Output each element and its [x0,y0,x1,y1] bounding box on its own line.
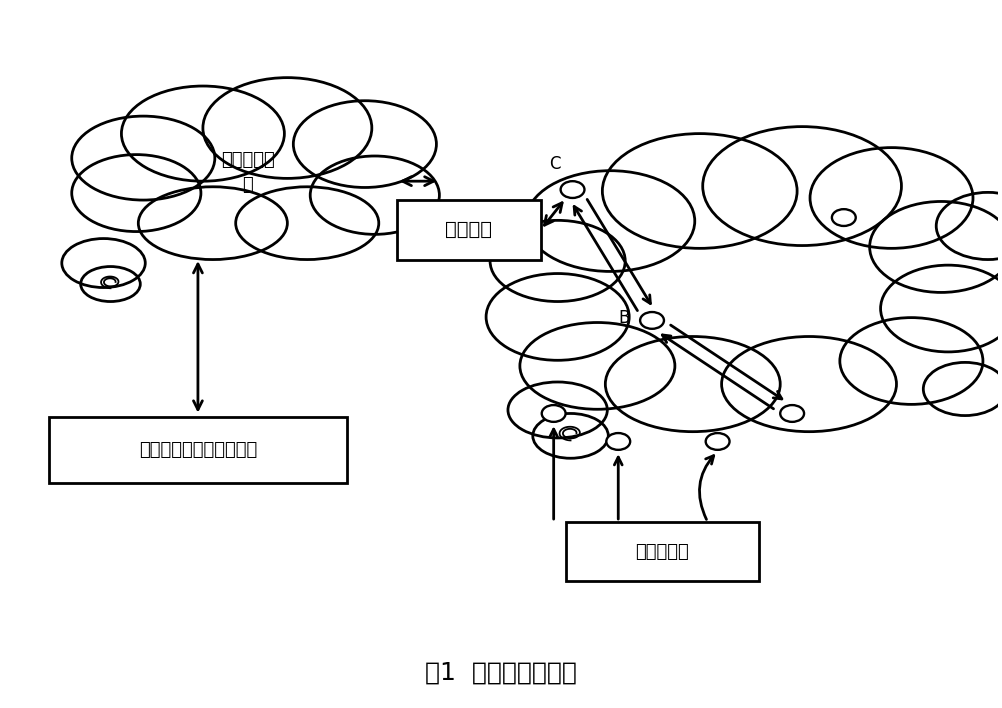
Ellipse shape [923,362,1002,416]
Ellipse shape [840,318,983,404]
Text: 互联网和卫
星: 互联网和卫 星 [220,151,275,193]
Ellipse shape [702,127,902,246]
Ellipse shape [605,336,781,432]
Ellipse shape [508,382,607,438]
Ellipse shape [721,336,897,432]
Ellipse shape [81,266,140,302]
Circle shape [606,433,630,450]
Circle shape [561,181,584,198]
Circle shape [705,433,729,450]
Ellipse shape [138,187,288,260]
Ellipse shape [62,239,145,287]
Ellipse shape [533,413,608,458]
Ellipse shape [870,202,1002,292]
Ellipse shape [235,187,379,260]
Bar [49,417,347,484]
Circle shape [542,405,565,422]
Ellipse shape [490,220,625,302]
Ellipse shape [72,116,214,200]
Text: 传感器节点: 传感器节点 [635,542,689,561]
Bar [565,522,760,581]
Ellipse shape [311,156,440,234]
Ellipse shape [602,134,798,249]
Ellipse shape [810,147,973,249]
Circle shape [640,312,664,329]
Ellipse shape [486,273,629,360]
Circle shape [781,405,804,422]
Bar [397,200,541,260]
Text: 图1  传感器网络结构: 图1 传感器网络结构 [425,661,577,685]
Text: 汇聚节点: 汇聚节点 [445,220,492,239]
Ellipse shape [526,171,694,271]
Ellipse shape [121,86,285,181]
Text: 任务管理节点（管理者）: 任务管理节点（管理者） [139,441,258,459]
Ellipse shape [936,193,1002,260]
Text: C: C [549,155,560,173]
Circle shape [832,209,856,226]
Ellipse shape [72,154,201,232]
Text: B: B [618,309,630,326]
Ellipse shape [881,265,1002,352]
Ellipse shape [294,101,437,188]
Ellipse shape [520,323,675,409]
Ellipse shape [202,78,372,178]
